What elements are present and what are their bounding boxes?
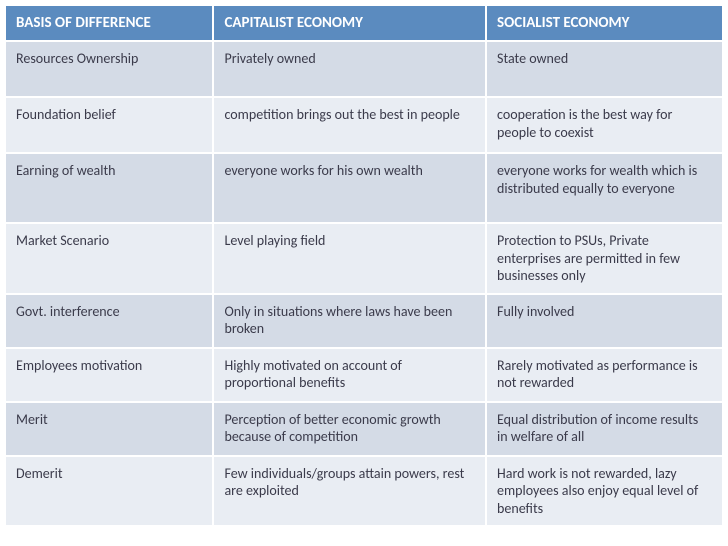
capitalist-cell: everyone works for his own wealth: [214, 154, 485, 222]
table-body: Resources OwnershipPrivately ownedState …: [6, 42, 722, 525]
socialist-cell: Hard work is not rewarded, lazy employee…: [487, 457, 722, 526]
table-row: Employees motivationHighly motivated on …: [6, 349, 722, 401]
basis-cell: Merit: [6, 403, 212, 455]
socialist-cell: Equal distribution of income results in …: [487, 403, 722, 455]
basis-cell: Resources Ownership: [6, 42, 212, 96]
basis-cell: Foundation belief: [6, 98, 212, 152]
capitalist-cell: Privately owned: [214, 42, 485, 96]
socialist-cell: Rarely motivated as performance is not r…: [487, 349, 722, 401]
basis-cell: Demerit: [6, 457, 212, 526]
comparison-table: BASIS OF DIFFERENCE CAPITALIST ECONOMY S…: [4, 4, 724, 527]
socialist-cell: Protection to PSUs, Private enterprises …: [487, 224, 722, 293]
table-row: Govt. interferenceOnly in situations whe…: [6, 295, 722, 347]
table-row: Market ScenarioLevel playing fieldProtec…: [6, 224, 722, 293]
table-header: BASIS OF DIFFERENCE CAPITALIST ECONOMY S…: [6, 6, 722, 40]
capitalist-cell: Only in situations where laws have been …: [214, 295, 485, 347]
header-socialist: SOCIALIST ECONOMY: [487, 6, 722, 40]
table-row: Foundation beliefcompetition brings out …: [6, 98, 722, 152]
socialist-cell: everyone works for wealth which is distr…: [487, 154, 722, 222]
capitalist-cell: Few individuals/groups attain powers, re…: [214, 457, 485, 526]
socialist-cell: Fully involved: [487, 295, 722, 347]
capitalist-cell: Perception of better economic growth bec…: [214, 403, 485, 455]
basis-cell: Earning of wealth: [6, 154, 212, 222]
header-basis: BASIS OF DIFFERENCE: [6, 6, 212, 40]
header-capitalist: CAPITALIST ECONOMY: [214, 6, 485, 40]
capitalist-cell: Level playing field: [214, 224, 485, 293]
socialist-cell: cooperation is the best way for people t…: [487, 98, 722, 152]
table-row: Earning of wealtheveryone works for his …: [6, 154, 722, 222]
table-row: DemeritFew individuals/groups attain pow…: [6, 457, 722, 526]
socialist-cell: State owned: [487, 42, 722, 96]
table-row: MeritPerception of better economic growt…: [6, 403, 722, 455]
capitalist-cell: competition brings out the best in peopl…: [214, 98, 485, 152]
basis-cell: Employees motivation: [6, 349, 212, 401]
header-row: BASIS OF DIFFERENCE CAPITALIST ECONOMY S…: [6, 6, 722, 40]
basis-cell: Market Scenario: [6, 224, 212, 293]
basis-cell: Govt. interference: [6, 295, 212, 347]
table-row: Resources OwnershipPrivately ownedState …: [6, 42, 722, 96]
capitalist-cell: Highly motivated on account of proportio…: [214, 349, 485, 401]
